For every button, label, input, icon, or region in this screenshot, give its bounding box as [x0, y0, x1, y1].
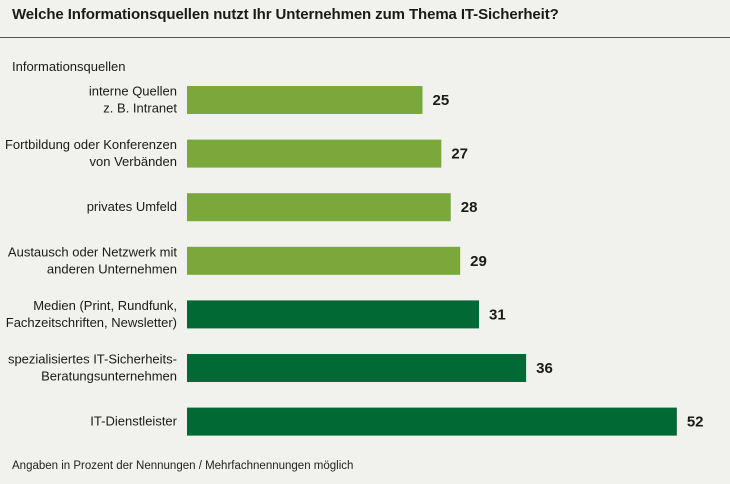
value-label-1: 27: [451, 146, 468, 163]
value-label-2: 28: [461, 199, 478, 216]
category-label-3-line-1: anderen Unternehmen: [47, 261, 177, 276]
bar-1: [187, 139, 442, 168]
category-label-2-line-0: privates Umfeld: [87, 199, 177, 214]
category-label-1-line-0: Fortbildung oder Konferenzen: [5, 137, 177, 152]
bar-4: [187, 300, 480, 329]
value-label-0: 25: [433, 92, 450, 109]
footnote: Angaben in Prozent der Nennungen / Mehrf…: [12, 460, 354, 472]
bar-3: [187, 246, 461, 275]
category-label-1-line-1: von Verbänden: [90, 154, 177, 169]
category-label-0-line-0: interne Quellen: [89, 84, 177, 99]
category-label-0-line-1: z. B. Intranet: [103, 101, 177, 116]
category-label-4-line-1: Fachzeitschriften, Newsletter): [6, 315, 177, 330]
bar-5: [187, 354, 527, 382]
category-label-3-line-0: Austausch oder Netzwerk mit: [8, 244, 177, 259]
value-label-3: 29: [470, 253, 487, 270]
bar-2: [187, 193, 451, 222]
chart-title: Welche Informationsquellen nutzt Ihr Unt…: [12, 6, 559, 23]
title-divider: [0, 37, 730, 38]
value-label-5: 36: [536, 360, 553, 377]
bar-6: [187, 407, 677, 436]
value-label-6: 52: [687, 414, 704, 431]
bar-0: [187, 86, 423, 114]
value-label-4: 31: [489, 306, 506, 323]
category-label-5-line-0: spezialisiertes IT-Sicherheits-: [8, 352, 177, 367]
category-label-5-line-1: Beratungsunternehmen: [41, 369, 177, 384]
category-label-4-line-0: Medien (Print, Rundfunk,: [33, 298, 177, 313]
category-label-6-line-0: IT-Dienstleister: [90, 414, 177, 429]
category-axis-header: Informationsquellen: [12, 59, 126, 74]
